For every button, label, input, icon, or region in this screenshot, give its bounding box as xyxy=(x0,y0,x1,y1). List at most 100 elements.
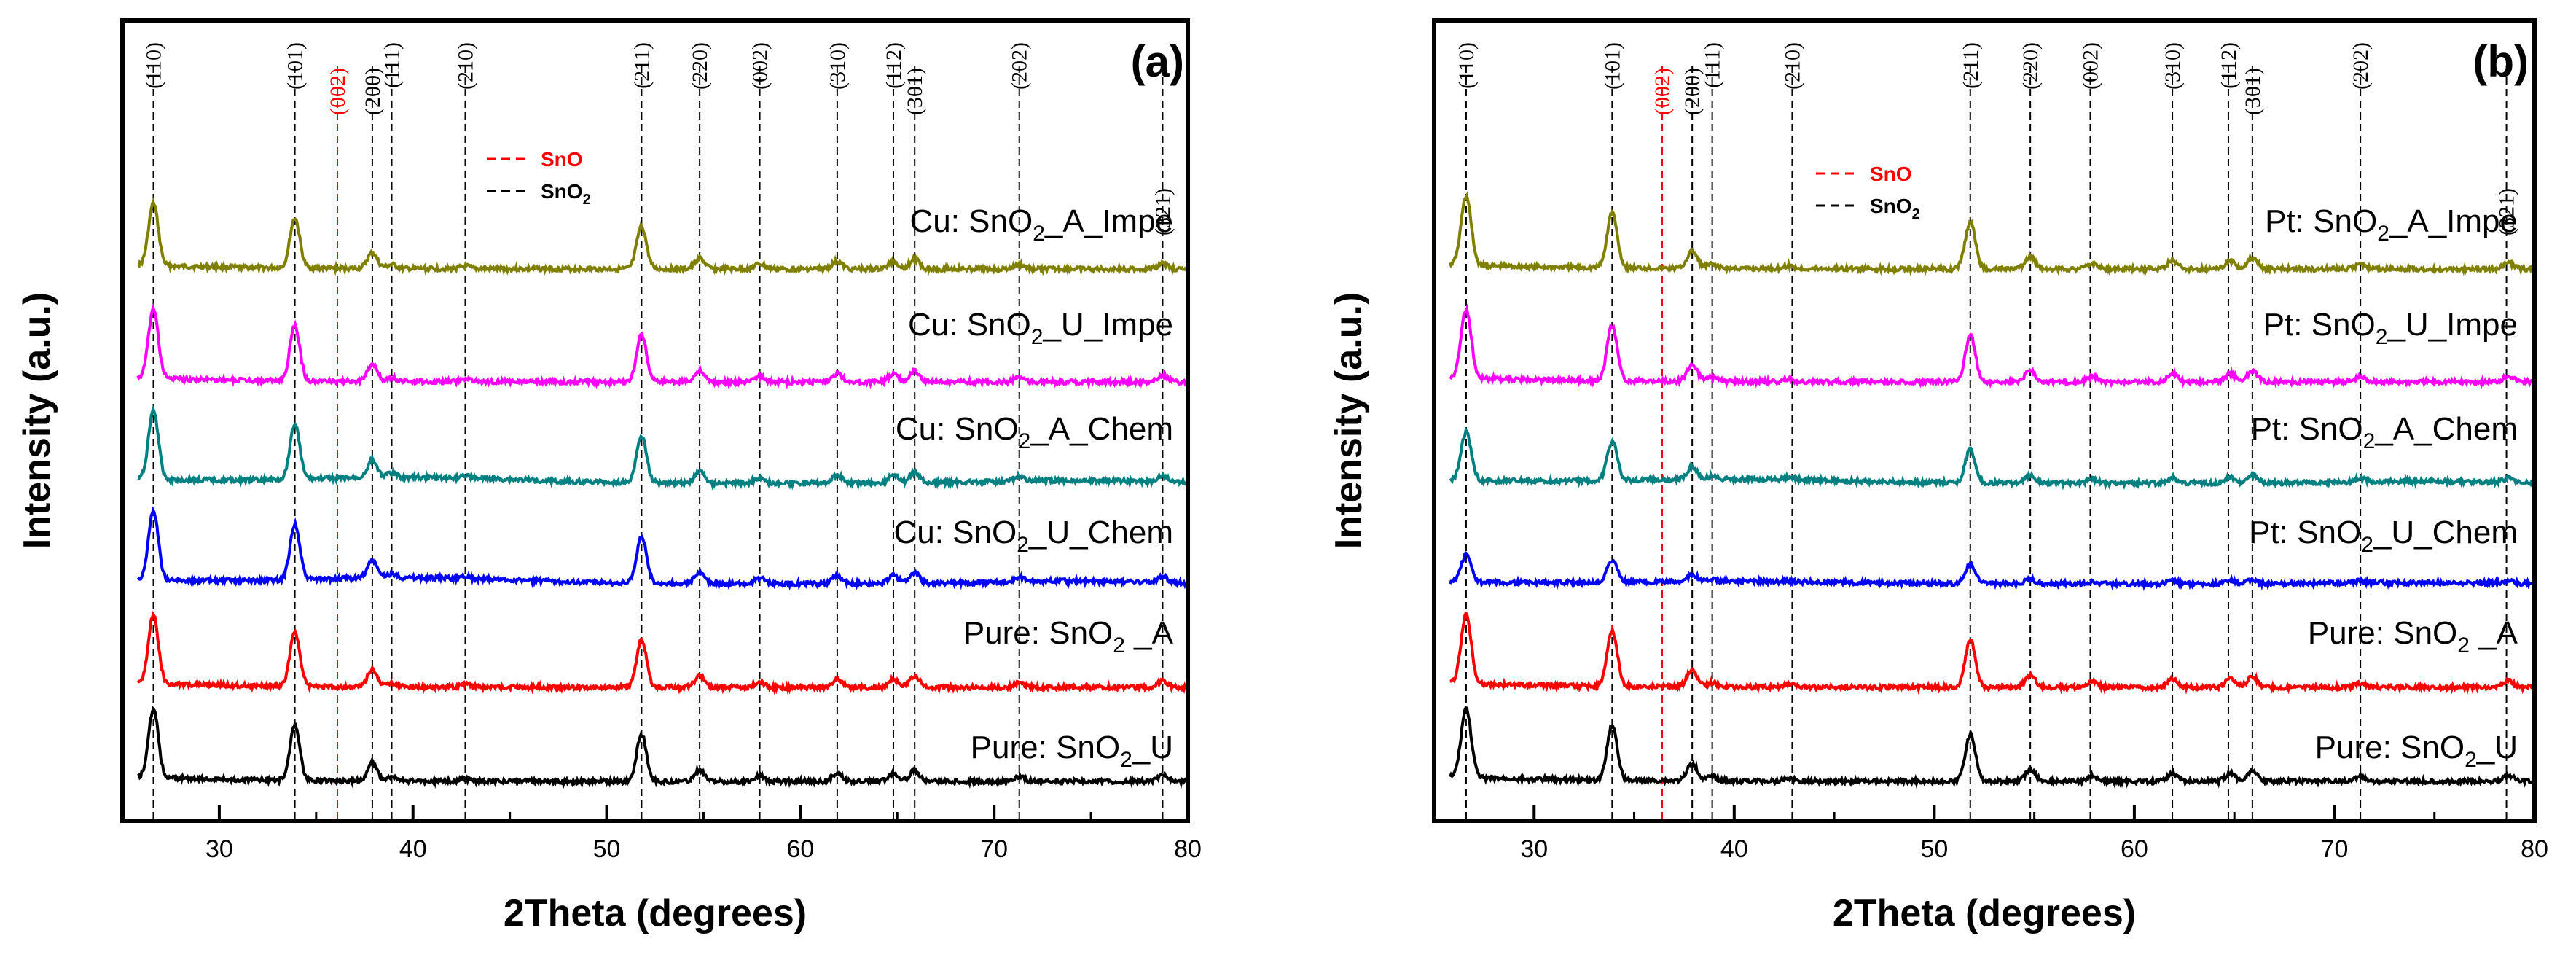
miller-index-label: (202) xyxy=(1008,42,1032,90)
panel-label: (a) xyxy=(1131,37,1184,86)
series-label-prefix: Pure: SnO xyxy=(2308,615,2457,651)
miller-index-label: (002) xyxy=(1651,68,1675,115)
panel-label: (b) xyxy=(2473,37,2529,86)
series-label-prefix: Cu: SnO xyxy=(896,411,1019,447)
miller-index-label: (211) xyxy=(630,42,654,89)
miller-index-label: (301) xyxy=(2241,68,2265,115)
series-label: Pure: SnO2 _A xyxy=(963,615,1174,657)
x-tick-label: 80 xyxy=(1174,835,1202,863)
series-label-suffix: _U_Chem xyxy=(2373,515,2518,550)
series-label-suffix: _A_Impe xyxy=(2389,203,2518,239)
miller-index-label: (210) xyxy=(1780,42,1804,90)
x-tick-label: 40 xyxy=(1720,835,1748,863)
miller-index-label: (002) xyxy=(326,68,350,115)
miller-index-label: (202) xyxy=(2349,42,2373,90)
series-label-subscript: 2 xyxy=(1120,748,1132,772)
legend-label-text: SnO xyxy=(1870,195,1912,217)
series-label: Pt: SnO2_U_Impe xyxy=(2263,307,2518,349)
y-axis-title: Intensity (a.u.) xyxy=(1328,292,1370,549)
series-label-subscript: 2 xyxy=(2465,748,2477,772)
xrd-series-line xyxy=(136,302,1188,390)
series-label-suffix: _U xyxy=(1132,730,1173,765)
series-label-prefix: Pt: SnO xyxy=(2251,411,2363,447)
series-label-subscript: 2 xyxy=(1033,222,1045,246)
xrd-series-line xyxy=(137,706,1188,789)
miller-index-label: (200) xyxy=(361,68,385,115)
legend-label: SnO2 xyxy=(1870,195,1920,222)
panel-b: (110) (101)(002) (200)(111) (210) (211) (220)… xyxy=(1328,18,2548,934)
x-tick-label: 50 xyxy=(593,835,621,863)
series-label: Pt: SnO2_A_Impe xyxy=(2265,203,2518,246)
miller-index-label: (002) xyxy=(748,42,772,90)
series-label: Cu: SnO2_U_Impe xyxy=(908,307,1173,349)
x-tick-label: 70 xyxy=(2321,835,2349,863)
miller-index-label: (321) xyxy=(2495,188,2519,235)
series-label: Cu: SnO2_A_Impe xyxy=(909,203,1173,246)
miller-index-label: (110) xyxy=(142,42,166,89)
x-tick-label: 40 xyxy=(399,835,427,863)
legend-label-text: SnO xyxy=(1870,163,1912,185)
xrd-series-line xyxy=(1449,191,2534,276)
series-label-subscript: 2 xyxy=(2361,533,2373,557)
series-label-prefix: Pt: SnO xyxy=(2249,515,2361,550)
series-label-suffix: _U_Impe xyxy=(2387,307,2518,343)
miller-index-label: (220) xyxy=(688,42,712,90)
series-label: Cu: SnO2_A_Chem xyxy=(896,411,1173,453)
series-label-subscript: 2 xyxy=(2376,325,2388,349)
miller-index-label: (110) xyxy=(1455,42,1479,89)
miller-index-label: (112) xyxy=(882,42,906,89)
x-axis-title: 2Theta (degrees) xyxy=(504,892,807,934)
miller-index-label: (310) xyxy=(2161,42,2185,90)
miller-index-label: (101) xyxy=(1600,42,1624,90)
x-tick-label: 30 xyxy=(1520,835,1548,863)
miller-index-label: (101) xyxy=(283,42,308,90)
series-label-prefix: Pure: SnO xyxy=(2315,730,2465,765)
x-axis-title: 2Theta (degrees) xyxy=(1833,892,2136,934)
series-label: Pt: SnO2_A_Chem xyxy=(2251,411,2518,453)
xrd-series-line xyxy=(136,611,1188,695)
x-tick-label: 50 xyxy=(1920,835,1948,863)
series-label: Pt: SnO2_U_Chem xyxy=(2249,515,2518,557)
series-label-suffix: _A xyxy=(2470,615,2518,651)
series-label-suffix: _U xyxy=(2476,730,2518,765)
miller-index-label: (111) xyxy=(380,42,404,88)
miller-index-label: (200) xyxy=(1680,68,1704,115)
series-label: Pure: SnO2_U xyxy=(2315,730,2518,772)
series-label-subscript: 2 xyxy=(1019,429,1031,453)
series-label-prefix: Pt: SnO xyxy=(2265,203,2377,239)
series-label-subscript: 2 xyxy=(2377,222,2389,246)
series-label-prefix: Cu: SnO xyxy=(908,307,1031,343)
miller-index-label: (301) xyxy=(903,68,927,115)
series-label-suffix: _U_Impe xyxy=(1042,307,1173,343)
xrd-series-line xyxy=(1449,303,2534,389)
legend-label-subscript: 2 xyxy=(583,192,591,208)
miller-index-label: (002) xyxy=(2079,42,2103,90)
series-label: Cu: SnO2_U_Chem xyxy=(893,515,1173,557)
legend-label-subscript: 2 xyxy=(1912,206,1920,222)
legend-label: SnO xyxy=(1870,163,1912,185)
series-label-subscript: 2 xyxy=(1113,633,1125,657)
miller-index-label: (321) xyxy=(1151,188,1175,235)
series-label-prefix: Cu: SnO xyxy=(893,515,1017,550)
series-label-prefix: Cu: SnO xyxy=(909,203,1033,239)
series-label-suffix: _A_Impe xyxy=(1044,203,1173,239)
series-label-suffix: _A_Chem xyxy=(2374,411,2518,447)
miller-index-label: (211) xyxy=(1959,42,1983,89)
xrd-series-line xyxy=(137,197,1188,276)
xrd-series-line xyxy=(1449,611,2534,695)
x-tick-label: 60 xyxy=(786,835,814,863)
plot-frame xyxy=(120,18,1190,823)
series-label-suffix: _A_Chem xyxy=(1030,411,1173,447)
series-label-prefix: Pure: SnO xyxy=(971,730,1120,765)
panel-a: (110) (101) (002) (200)(111) (210) (211) (220)… xyxy=(16,18,1202,934)
xrd-series-line xyxy=(137,405,1188,491)
series-label-prefix: Pt: SnO xyxy=(2263,307,2376,343)
series-label: Pure: SnO2_U xyxy=(971,730,1173,772)
legend-label: SnO xyxy=(541,148,583,171)
x-tick-label: 30 xyxy=(205,835,233,863)
xrd-series-line xyxy=(1449,426,2534,491)
miller-index-label: (310) xyxy=(826,42,850,90)
series-label-suffix: _U_Chem xyxy=(1028,515,1173,550)
xrd-series-line xyxy=(136,506,1188,591)
y-axis-title: Intensity (a.u.) xyxy=(16,292,58,549)
